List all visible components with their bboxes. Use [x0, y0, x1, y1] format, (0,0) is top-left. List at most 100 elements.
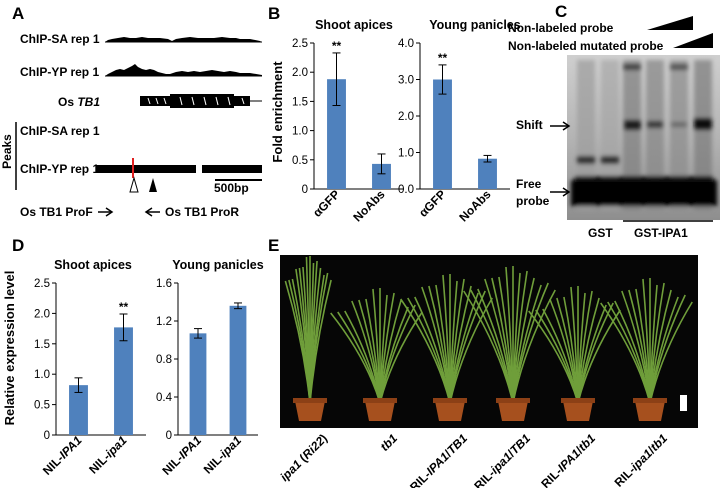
b-panicle-title: Young panicles [429, 18, 520, 32]
panel-e-plant-photo: ipa1 (Ri22) tb1RIL-IPA1/TB1RIL-ipa1/TB1RI… [277, 255, 698, 488]
free-probe-arrow [550, 187, 571, 197]
b-panicle-ytick-label: 3.0 [398, 75, 414, 87]
b-panicle-category-label: NoAbs [456, 187, 493, 224]
b-shoot-category-label: NoAbs [350, 187, 387, 224]
b-shoot-ytick-label: 1.5 [292, 96, 308, 108]
shift-label: Shift [516, 118, 543, 132]
primer-rev-arrow [144, 207, 160, 217]
b-shoot-category-label: αGFP [310, 187, 343, 220]
d-panicle-ytick-label: 1.6 [156, 278, 172, 290]
free-probe-label-1: Free [516, 177, 542, 191]
d-panicle-ytick-label: 0.4 [156, 392, 173, 404]
plant-label-3: RIL-IPA1/TB1 [407, 431, 470, 488]
d-panicle-category-label: NIL-ipa1 [201, 433, 245, 477]
d-shoot-bar [114, 327, 133, 435]
d-shoot-ytick-label: 0.5 [34, 400, 50, 412]
b-panicle-ytick-label: 0.0 [398, 184, 414, 196]
probe1-label: Non-labeled probe [508, 21, 614, 35]
b-panicle-ytick-label: 1.0 [398, 148, 414, 160]
plant-4 [463, 266, 556, 421]
plant-1 [284, 256, 332, 421]
d-panicle-bar [229, 305, 247, 435]
open-triangle-marker [129, 176, 139, 193]
plant-label-2: tb1 [377, 431, 400, 454]
plant-label-1: ipa1 (Ri22) [277, 431, 330, 484]
track-label-chip-yp: ChIP-YP rep 1 [20, 65, 100, 79]
panel-b-label: B [268, 4, 281, 23]
d-shoot-significance: ** [119, 300, 129, 314]
chip-sa-coverage [105, 37, 262, 42]
gene-name: TB1 [77, 95, 101, 109]
b-panicle-bar [478, 158, 497, 189]
panel-a-tracks [15, 37, 262, 217]
gst-ipa1-label: GST-IPA1 [634, 226, 688, 240]
b-shoot-bar [327, 79, 346, 189]
d-shoot-title: Shoot apices [54, 258, 132, 272]
b-panicle-ytick-label: 2.0 [398, 111, 414, 123]
plant-5 [528, 286, 621, 421]
panel-b-charts: Fold enrichment Shoot apices 0 0.5 1.0 1.5 2.0… [270, 18, 521, 224]
peak-box-2 [202, 165, 262, 173]
d-shoot-ytick-label: 2.0 [34, 308, 50, 320]
chip-yp-coverage [105, 64, 262, 76]
b-panicle-significance: ** [438, 51, 448, 65]
b-shoot-ytick-label: 0 [302, 184, 308, 196]
primer-fwd-label: Os TB1 ProF [20, 205, 93, 219]
panel-b-ylabel: Fold enrichment [270, 61, 285, 163]
peak-track-chip-sa: ChIP-SA rep 1 [20, 124, 100, 138]
plant-label-6: RIL-ipa1/tb1 [612, 431, 671, 488]
panel-d-ylabel: Relative expression level [2, 271, 17, 426]
gst-label: GST [588, 226, 613, 240]
plant-3 [400, 274, 493, 421]
scale-bar-label: 500bp [214, 181, 249, 195]
d-shoot-ytick-label: 1.0 [34, 369, 50, 381]
probe2-wedge [673, 33, 713, 48]
b-panicle-category-label: αGFP [416, 187, 449, 220]
panel-a-label: A [12, 4, 25, 23]
b-panicle-bar [433, 79, 452, 189]
filled-triangle-marker [149, 178, 157, 192]
track-label-chip-sa: ChIP-SA rep 1 [20, 32, 100, 46]
b-panicle-ytick-label: 4.0 [398, 38, 414, 50]
d-shoot-ytick-label: 1.5 [34, 339, 50, 351]
primer-rev-label: Os TB1 ProR [165, 205, 240, 219]
gene-exon-3 [234, 96, 250, 106]
d-panicle-bar [189, 333, 207, 435]
b-shoot-ytick-label: 2.5 [292, 38, 308, 50]
panel-d-label: D [12, 236, 25, 255]
gene-prefix: Os [58, 95, 78, 109]
plant-6 [600, 278, 693, 421]
gene-label: Os TB1 [58, 96, 100, 109]
primer-fwd-arrow [98, 207, 114, 217]
probe2-label: Non-labeled mutated probe [508, 39, 664, 53]
d-panicle-ytick-label: 0 [166, 430, 172, 442]
plant-label-5: RIL-IPA1/tb1 [538, 431, 598, 488]
photo-scale-bar [680, 395, 687, 411]
panel-c-label: C [555, 2, 568, 21]
peak-track-chip-yp: ChIP-YP rep 1 [20, 162, 100, 176]
shift-arrow [550, 121, 571, 131]
d-shoot-ytick-label: 2.5 [34, 278, 50, 290]
gene-exon-1 [140, 96, 170, 106]
b-shoot-bar [372, 163, 391, 189]
plant-label-4: RIL-ipa1/TB1 [471, 431, 533, 488]
free-probe-label-2: probe [516, 194, 550, 208]
panel-e-label: E [268, 236, 280, 255]
d-panicle-ytick-label: 1.2 [156, 316, 172, 328]
peak-box-1 [96, 165, 196, 173]
gene-exon-2 [170, 94, 234, 108]
d-shoot-ytick-label: 0 [44, 430, 50, 442]
panel-d-charts: Relative expression level Shoot apices 0 0.… [2, 258, 264, 478]
d-panicle-title: Young panicles [172, 258, 263, 272]
d-panicle-ytick-label: 0.8 [156, 354, 172, 366]
b-shoot-ytick-label: 0.5 [292, 155, 308, 167]
b-shoot-significance: ** [332, 39, 342, 53]
probe1-wedge [647, 16, 693, 30]
b-shoot-title: Shoot apices [315, 18, 393, 32]
gel-bands [571, 60, 717, 210]
d-shoot-category-label: NIL-ipa1 [86, 433, 130, 477]
gene-strand-marks [147, 96, 245, 106]
b-shoot-ytick-label: 1.0 [292, 126, 308, 138]
b-shoot-ytick-label: 2.0 [292, 67, 308, 79]
panel-c-gel [550, 16, 720, 222]
